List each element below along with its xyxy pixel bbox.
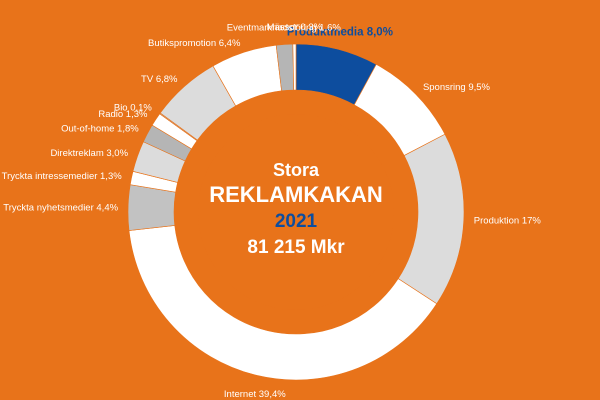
- donut-slices: [127, 43, 465, 381]
- label-produktmedia: Produktmedia 8,0%: [287, 26, 393, 38]
- label-tryckta-intressemedier: Tryckta intressemedier 1,3%: [2, 171, 123, 182]
- label-tryckta-nyhetsmedier: Tryckta nyhetsmedier 4,4%: [3, 202, 118, 213]
- slice-labels: Produktmedia 8,0% Sponsring 9,5% Produktio…: [2, 22, 542, 400]
- label-butikspromotion: Butikspromotion 6,4%: [148, 38, 241, 49]
- center-title-line1: Stora: [273, 160, 320, 180]
- center-title-line2: REKLAMKAKAN: [209, 182, 383, 207]
- label-direktreklam: Direktreklam 3,0%: [50, 148, 128, 159]
- label-tv: TV 6,8%: [141, 74, 178, 85]
- label-eventmarknadsf-ring: Eventmarknadsföring 1,6%: [227, 22, 342, 33]
- label-internet: Internet 39,4%: [224, 389, 286, 400]
- label-bio: Bio 0,1%: [114, 103, 153, 114]
- label-radio: Radio 1,3%: [98, 109, 148, 120]
- slice-produktion: [397, 133, 465, 305]
- center-total: 81 215 Mkr: [247, 237, 345, 258]
- slice-internet: [128, 225, 438, 381]
- label-m-ssor: Mässor 0,3%: [267, 22, 323, 33]
- center-year: 2021: [275, 211, 318, 232]
- label-produktion: Produktion 17%: [474, 216, 542, 227]
- slice-m-ssor: [292, 43, 297, 91]
- donut-center: [198, 114, 394, 310]
- slice-tryckta-nyhetsmedier: [127, 184, 176, 231]
- label-out-of-home: Out-of-home 1,8%: [61, 124, 139, 135]
- label-sponsring: Sponsring 9,5%: [423, 82, 491, 93]
